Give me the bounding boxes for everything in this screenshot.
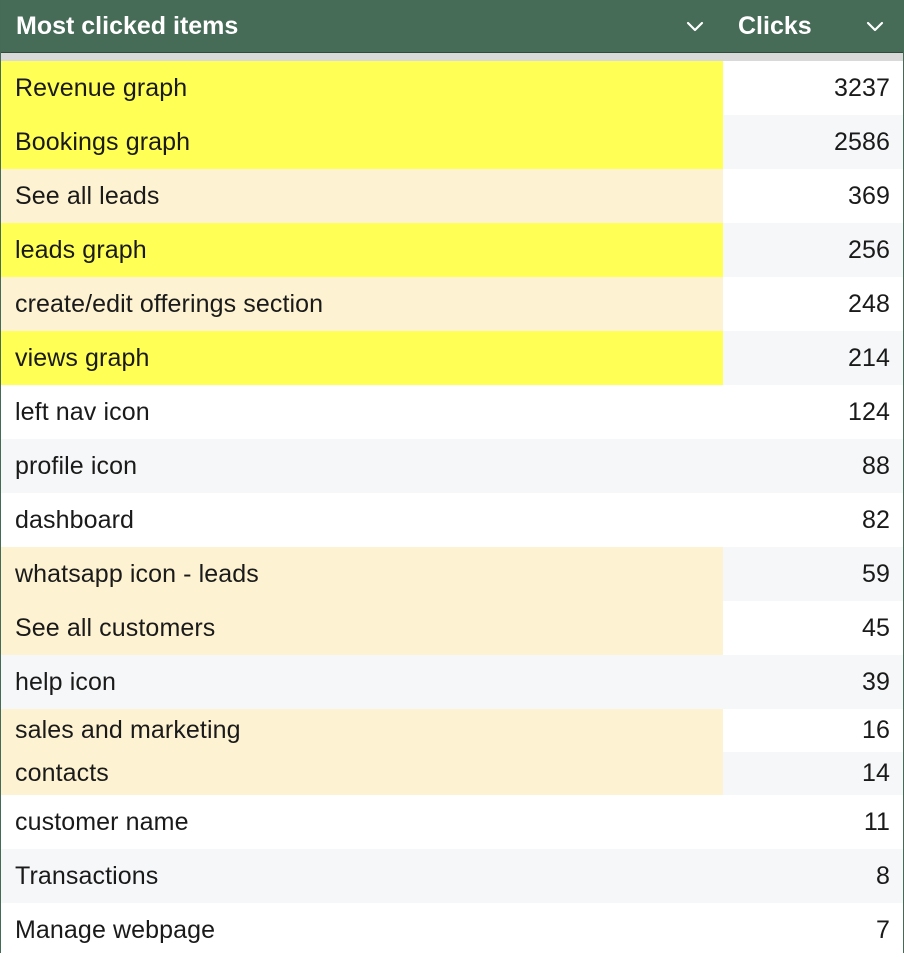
item-cell: leads graph — [1, 223, 723, 277]
item-cell: left nav icon — [1, 385, 723, 439]
table-row: See all leads 369 — [1, 169, 903, 223]
item-cell: create/edit offerings section — [1, 277, 723, 331]
item-cell: contacts — [1, 752, 723, 795]
item-cell: Manage webpage — [1, 903, 723, 957]
table-row: views graph 214 — [1, 331, 903, 385]
clicks-cell: 59 — [723, 547, 903, 601]
item-cell: dashboard — [1, 493, 723, 547]
item-cell: sales and marketing — [1, 709, 723, 752]
table-row: customer name 11 — [1, 795, 903, 849]
clicks-cell: 214 — [723, 331, 903, 385]
table-row: profile icon 88 — [1, 439, 903, 493]
column-header-item[interactable]: Most clicked items — [1, 0, 723, 52]
table-body: Revenue graph 3237 Bookings graph 2586 S… — [1, 61, 903, 957]
clicks-cell: 369 — [723, 169, 903, 223]
table-row: Transactions 8 — [1, 849, 903, 903]
clicks-cell: 82 — [723, 493, 903, 547]
table-row: help icon 39 — [1, 655, 903, 709]
table-row: dashboard 82 — [1, 493, 903, 547]
table-row: whatsapp icon - leads 59 — [1, 547, 903, 601]
clicks-cell: 256 — [723, 223, 903, 277]
clicks-cell: 11 — [723, 795, 903, 849]
item-cell: Transactions — [1, 849, 723, 903]
table-row: create/edit offerings section 248 — [1, 277, 903, 331]
chevron-down-icon[interactable] — [685, 19, 705, 33]
column-header-clicks-label: Clicks — [738, 11, 812, 40]
clicks-cell: 14 — [723, 752, 903, 795]
clicks-cell: 16 — [723, 709, 903, 752]
item-cell: See all customers — [1, 601, 723, 655]
table-row: Manage webpage 7 — [1, 903, 903, 957]
table-row: See all customers 45 — [1, 601, 903, 655]
item-cell: views graph — [1, 331, 723, 385]
column-header-clicks[interactable]: Clicks — [723, 0, 903, 52]
table-header: Most clicked items Clicks — [1, 0, 903, 53]
item-cell: Bookings graph — [1, 115, 723, 169]
table-row: leads graph 256 — [1, 223, 903, 277]
table-row: Bookings graph 2586 — [1, 115, 903, 169]
table-row: Revenue graph 3237 — [1, 61, 903, 115]
item-cell: customer name — [1, 795, 723, 849]
table-row: sales and marketing 16 — [1, 709, 903, 752]
item-cell: help icon — [1, 655, 723, 709]
clicks-cell: 2586 — [723, 115, 903, 169]
item-cell: whatsapp icon - leads — [1, 547, 723, 601]
item-cell: profile icon — [1, 439, 723, 493]
column-header-item-label: Most clicked items — [16, 11, 239, 40]
clicks-cell: 39 — [723, 655, 903, 709]
item-cell: Revenue graph — [1, 61, 723, 115]
header-divider — [1, 53, 903, 61]
clicks-cell: 8 — [723, 849, 903, 903]
clicks-cell: 45 — [723, 601, 903, 655]
clicks-cell: 124 — [723, 385, 903, 439]
clicks-cell: 248 — [723, 277, 903, 331]
item-cell: See all leads — [1, 169, 723, 223]
table-row: contacts 14 — [1, 752, 903, 795]
chevron-down-icon[interactable] — [865, 19, 885, 33]
table-row: left nav icon 124 — [1, 385, 903, 439]
clicks-cell: 88 — [723, 439, 903, 493]
clicks-cell: 7 — [723, 903, 903, 957]
clicks-cell: 3237 — [723, 61, 903, 115]
